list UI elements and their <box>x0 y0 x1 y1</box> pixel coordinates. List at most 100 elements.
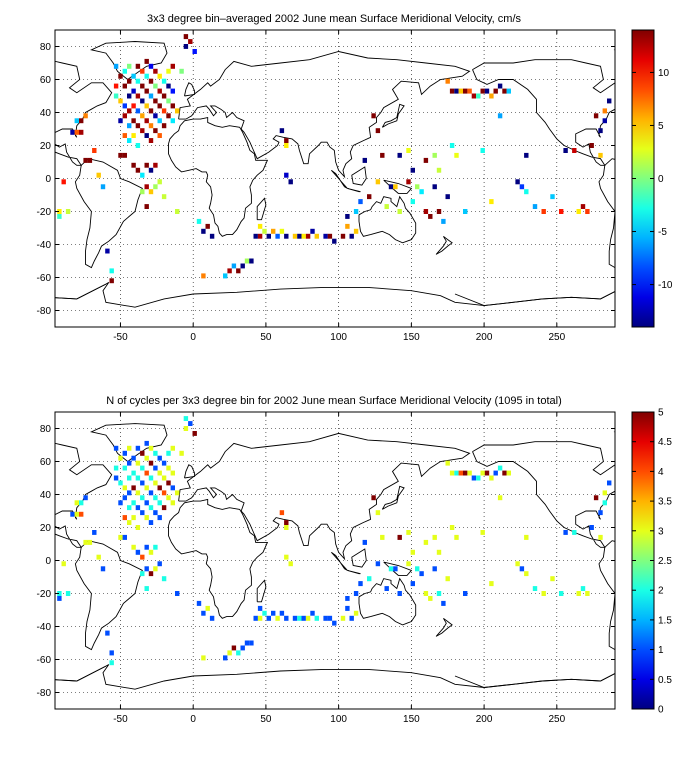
data-cell <box>131 133 136 138</box>
data-cell <box>423 209 429 214</box>
y-tick-label: 80 <box>40 42 52 53</box>
data-cell <box>314 615 319 621</box>
data-cell <box>201 273 206 279</box>
data-cell <box>153 495 158 501</box>
colorbar-tick-label: 0 <box>658 705 664 716</box>
data-cell <box>489 199 494 205</box>
colorbar-tick-label: 2 <box>658 586 664 597</box>
data-cell <box>122 152 127 158</box>
data-cell <box>127 445 132 451</box>
data-cell <box>127 490 132 496</box>
coastline <box>472 441 615 548</box>
data-cell <box>127 78 132 84</box>
data-cell <box>327 615 333 621</box>
data-cell <box>397 209 402 214</box>
data-cell <box>183 34 189 40</box>
data-cell <box>436 549 442 555</box>
data-cell <box>593 113 599 119</box>
data-cell <box>131 485 136 491</box>
data-cell <box>135 525 141 530</box>
data-cell <box>541 591 546 596</box>
data-cell <box>170 88 175 94</box>
data-cell <box>131 88 136 94</box>
data-cell <box>393 566 398 572</box>
data-cell <box>458 88 463 94</box>
data-cell <box>463 470 468 476</box>
data-cell <box>192 431 197 436</box>
data-cell <box>96 554 101 560</box>
coastline <box>74 540 143 651</box>
data-cell <box>480 470 485 476</box>
data-cell <box>502 88 507 94</box>
y-tick-label: 60 <box>40 457 52 468</box>
data-cell <box>140 554 145 560</box>
data-cell <box>175 490 180 496</box>
data-cell <box>140 68 145 74</box>
x-tick-label: 150 <box>403 332 420 343</box>
data-cell <box>61 561 66 567</box>
data-cell <box>607 480 612 486</box>
data-cell <box>148 549 154 555</box>
data-cell <box>135 123 141 129</box>
data-cell <box>153 465 158 471</box>
data-cell <box>284 233 289 239</box>
y-tick-label: 40 <box>40 490 52 501</box>
data-cell <box>135 490 141 496</box>
data-cell <box>301 615 306 621</box>
coastline <box>381 103 405 128</box>
colorbar-tick-label: 1.5 <box>658 615 672 626</box>
data-cell <box>183 44 189 49</box>
data-cell <box>598 534 603 540</box>
data-cell <box>157 561 162 567</box>
data-cell <box>135 460 141 466</box>
data-cell <box>332 620 337 626</box>
data-cell <box>131 118 136 124</box>
coastline <box>351 548 367 568</box>
data-cell <box>284 554 289 560</box>
y-tick-label: -20 <box>37 589 52 600</box>
data-cell <box>157 118 162 124</box>
data-cell <box>135 108 141 114</box>
data-cell <box>489 93 494 99</box>
coastline <box>89 41 168 80</box>
data-cell <box>449 470 455 476</box>
y-axis: 80 60 40 20 0 -20 -40 -60 -80 <box>37 424 615 699</box>
data-cell <box>153 162 158 168</box>
y-tick-label: -60 <box>37 655 52 666</box>
coastline-layer <box>55 41 696 308</box>
y-tick-label: 20 <box>40 523 52 534</box>
data-cell <box>179 68 184 74</box>
data-cell <box>349 615 354 621</box>
data-cell <box>236 268 241 274</box>
coastline <box>692 118 696 237</box>
data-cell <box>480 148 485 153</box>
data-cell <box>192 49 197 54</box>
data-cell <box>497 495 503 501</box>
data-cell <box>257 615 263 621</box>
x-axis: -50 0 50 100 150 200 250 <box>113 412 566 725</box>
data-cell <box>371 113 376 119</box>
data-cell <box>153 450 158 456</box>
x-tick-label: -50 <box>113 332 128 343</box>
coastline <box>358 195 417 244</box>
data-cell <box>135 505 141 511</box>
data-cell <box>471 475 477 481</box>
grid <box>55 412 615 709</box>
data-cell <box>297 233 302 239</box>
y-tick-label: -20 <box>37 207 52 218</box>
data-cell <box>467 470 472 476</box>
data-cell <box>454 534 459 540</box>
x-tick-label: 100 <box>330 332 347 343</box>
x-tick-label: 200 <box>476 332 493 343</box>
data-cell <box>428 214 433 219</box>
data-cell <box>153 184 158 190</box>
data-cell <box>467 88 472 94</box>
data-cell <box>127 138 132 143</box>
coastline <box>598 158 615 269</box>
data-cell <box>388 566 394 572</box>
data-cell <box>118 455 123 461</box>
data-cell <box>288 561 293 567</box>
data-cell <box>140 128 145 134</box>
data-cell <box>332 238 337 244</box>
data-cell <box>563 148 568 153</box>
